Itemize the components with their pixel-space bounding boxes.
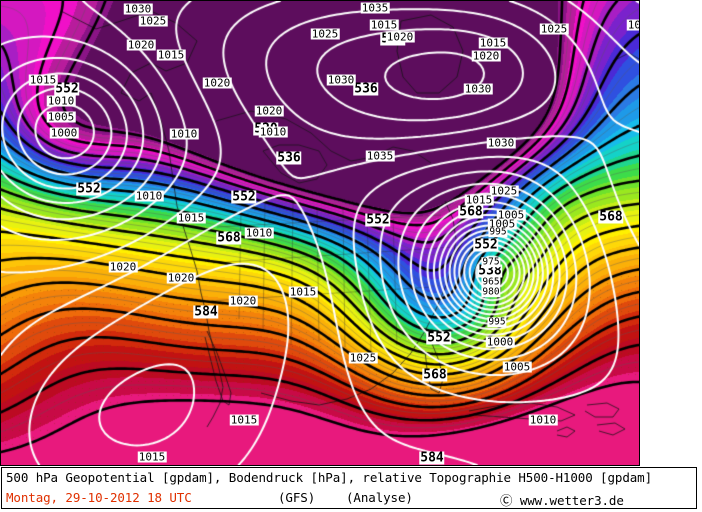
pressure-label-1015: 1015 [464, 193, 494, 207]
pressure-label-1035: 1035 [365, 149, 395, 163]
pressure-label-975: 975 [481, 256, 501, 268]
pressure-label-1010: 1010 [244, 226, 274, 240]
pressure-label-1010: 1010 [169, 127, 199, 141]
pressure-label-965: 965 [481, 276, 501, 288]
pressure-label-1035: 1035 [360, 1, 390, 15]
pressure-label-1015: 1015 [176, 211, 206, 225]
geopotential-label-552: 552 [231, 189, 257, 205]
geopotential-label-568: 568 [216, 230, 242, 246]
geopotential-map-canvas [1, 1, 639, 465]
colorbar-panel: 6005965925885845805765725685645605565525… [640, 0, 702, 466]
geopotential-label-584: 584 [419, 450, 445, 466]
pressure-label-1025: 1025 [489, 184, 519, 198]
pressure-label-1015: 1015 [369, 18, 399, 32]
pressure-label-1025: 1025 [539, 22, 569, 36]
pressure-label-1000: 1000 [49, 126, 79, 140]
geopotential-label-552: 552 [473, 237, 499, 253]
footer-date: Montag, 29-10-2012 18 UTC [6, 490, 192, 505]
geopotential-label-568: 568 [422, 367, 448, 383]
pressure-label-1010: 1010 [134, 189, 164, 203]
footer-meta: Montag, 29-10-2012 18 UTC (GFS) (Analyse… [6, 490, 694, 508]
map-panel: 5205205365365525525525525525525685685685… [0, 0, 640, 466]
geopotential-label-536: 536 [353, 81, 379, 97]
pressure-label-1020: 1020 [126, 38, 156, 52]
pressure-label-1020: 1020 [385, 30, 415, 44]
footer-model: (GFS) [278, 490, 316, 505]
pressure-label-1020: 1020 [202, 76, 232, 90]
pressure-label-1030: 1030 [486, 136, 516, 150]
geopotential-label-536: 536 [276, 150, 302, 166]
pressure-label-980: 980 [481, 286, 501, 298]
pressure-label-1005: 1005 [46, 110, 76, 124]
geopotential-label-552: 552 [365, 212, 391, 228]
pressure-label-1010: 1010 [46, 94, 76, 108]
pressure-label-1005: 1005 [496, 208, 526, 222]
geopotential-label-552: 552 [54, 81, 80, 97]
geopotential-label-568: 568 [598, 209, 624, 225]
pressure-label-1020: 1020 [471, 49, 501, 63]
pressure-label-1030: 1030 [463, 82, 493, 96]
geopotential-label-568: 568 [458, 204, 484, 220]
geopotential-label-552: 552 [76, 181, 102, 197]
pressure-label-995: 995 [487, 316, 507, 328]
geopotential-label-538: 538 [477, 263, 503, 279]
pressure-label-1005: 1005 [502, 360, 532, 374]
footer-box: 500 hPa Geopotential [gpdam], Bodendruck… [1, 467, 697, 509]
pressure-label-1030: 1030 [123, 2, 153, 16]
pressure-label-1025: 1025 [138, 14, 168, 28]
pressure-label-1015: 1015 [478, 36, 508, 50]
geopotential-label-552: 552 [426, 330, 452, 346]
pressure-label-1030: 1030 [326, 73, 356, 87]
pressure-label-1025: 1025 [626, 19, 639, 31]
footer-title: 500 hPa Geopotential [gpdam], Bodendruck… [6, 470, 653, 485]
pressure-label-1020: 1020 [108, 260, 138, 274]
pressure-label-1015: 1015 [288, 285, 318, 299]
pressure-label-1010: 1010 [528, 413, 558, 427]
pressure-label-1015: 1015 [156, 48, 186, 62]
pressure-label-1025: 1025 [348, 351, 378, 365]
footer: 500 hPa Geopotential [gpdam], Bodendruck… [0, 466, 702, 512]
pressure-label-1015: 1015 [28, 73, 58, 87]
pressure-label-1015: 1015 [137, 450, 167, 464]
pressure-label-1015: 1015 [229, 413, 259, 427]
pressure-label-1005: 1005 [487, 217, 517, 231]
pressure-label-1020: 1020 [254, 104, 284, 118]
footer-credit: Ⓒ www.wetter3.de [500, 493, 624, 508]
footer-analysis-type: (Analyse) [346, 490, 413, 505]
pressure-label-1020: 1020 [166, 271, 196, 285]
pressure-label-1025: 1025 [310, 27, 340, 41]
pressure-label-1020: 1020 [228, 294, 258, 308]
pressure-label-1000: 1000 [485, 335, 515, 349]
geopotential-label-584: 584 [193, 304, 219, 320]
pressure-label-995: 995 [488, 226, 508, 238]
pressure-label-1010: 1010 [258, 125, 288, 139]
